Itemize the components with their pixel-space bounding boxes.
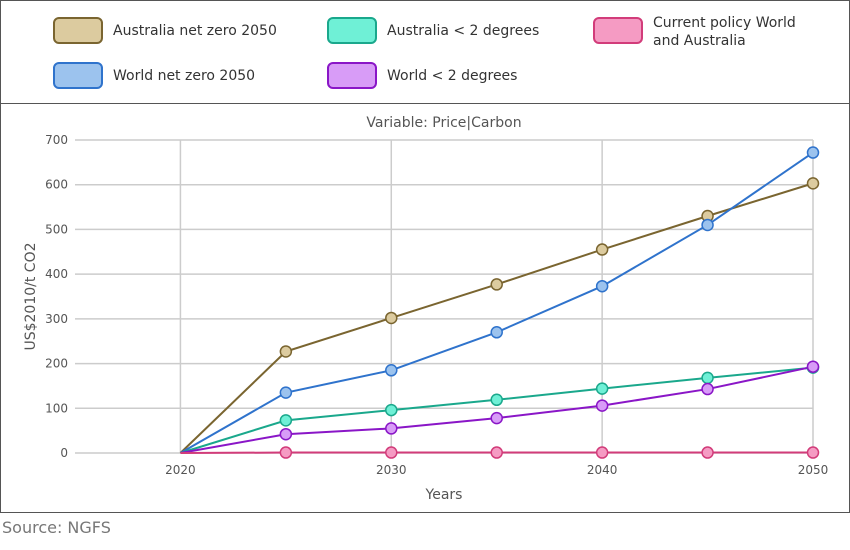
y-tick-label: 600 [45,178,68,192]
data-point [806,177,820,190]
legend-label: World net zero 2050 [113,68,256,84]
data-point [385,403,398,417]
chart-title: Variable: Price|Carbon [366,115,521,131]
data-point [490,393,503,407]
y-tick-label: 700 [45,133,68,147]
y-axis-label: US$2010/t CO2 [23,242,39,350]
data-point [595,382,609,395]
data-point [806,146,820,159]
data-point [490,446,503,459]
legend-item-australia-2-degrees[interactable]: Australia < 2 degrees [327,17,539,44]
x-axis-label: Years [425,487,463,503]
data-point [385,422,398,435]
x-tick-label: 2040 [587,463,618,477]
legend-item-world-2-degrees[interactable]: World < 2 degrees [327,62,517,89]
series-line [180,366,814,454]
data-point [806,360,820,373]
series-line [180,365,814,454]
data-point [595,446,609,459]
legend-label: World < 2 degrees [387,68,518,84]
x-tick-label: 2050 [798,463,829,477]
legend-item-current-policy[interactable]: Current policy World and Australia [593,15,796,50]
data-point [701,218,714,232]
legend-label: Australia net zero 2050 [113,23,277,39]
data-point [279,345,293,358]
y-tick-label: 0 [60,446,68,460]
data-point [490,326,503,339]
data-point [490,411,503,425]
data-point [385,364,398,377]
y-tick-label: 200 [45,357,68,371]
y-tick-label: 500 [45,222,68,236]
y-tick-label: 300 [45,312,68,326]
data-point [385,446,398,459]
line-chart: 0 100 200 300 400 500 600 700 2020 2030 2040 2050 Va… [23,115,829,503]
source-note: Source: NGFS [2,518,111,537]
data-point [385,311,398,325]
legend-swatch [53,62,103,89]
data-point [279,446,293,459]
legend: Australia net zero 2050 Australia < 2 de… [0,0,850,104]
data-point [279,427,293,441]
data-point [279,414,293,427]
x-tick-label: 2020 [165,463,196,477]
legend-label: Current policy World and Australia [653,15,796,49]
legend-item-australia-net-zero[interactable]: Australia net zero 2050 [53,17,277,44]
data-point [595,279,609,293]
data-point [595,243,609,256]
data-point [701,371,714,385]
data-point [595,399,609,412]
y-tick-label: 100 [45,401,68,415]
legend-item-world-net-zero[interactable]: World net zero 2050 [53,62,255,89]
legend-swatch [593,17,643,44]
data-point [701,382,714,396]
y-tick-label: 400 [45,267,68,281]
legend-swatch [53,17,103,44]
data-point [279,386,293,399]
data-point [490,278,503,291]
data-point [701,446,714,459]
legend-label: Australia < 2 degrees [387,23,540,39]
data-point [806,446,820,459]
x-tick-label: 2030 [376,463,407,477]
legend-swatch [327,17,377,44]
legend-swatch [327,62,377,89]
